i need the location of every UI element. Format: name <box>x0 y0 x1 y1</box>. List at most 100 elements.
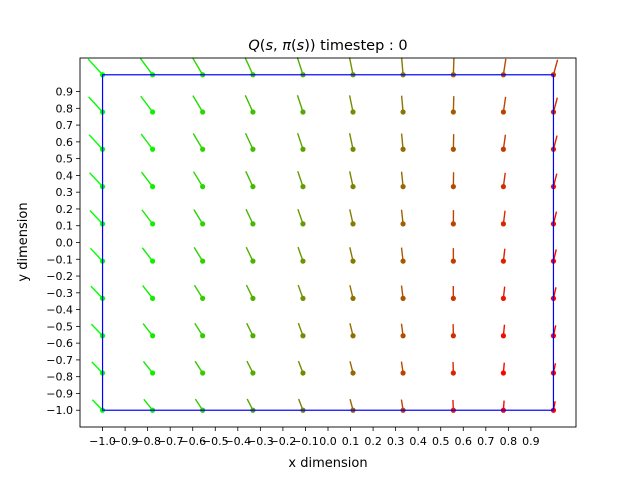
vector-head-point <box>250 370 256 376</box>
vector-head-point <box>450 333 456 339</box>
vector-head-point <box>300 295 306 301</box>
environment-boundary <box>101 74 555 411</box>
title-close: )) <box>304 38 315 54</box>
x-tick-label: −0.4 <box>224 435 251 448</box>
vector-field <box>87 57 559 413</box>
vector-head-point <box>350 221 356 227</box>
vector-arrow <box>140 95 154 113</box>
vector-arrow <box>502 58 507 75</box>
vector-arrow <box>245 171 254 187</box>
vector-head-point <box>450 109 456 115</box>
vector-arrow <box>192 95 204 113</box>
x-tick-label: 0.5 <box>432 435 450 448</box>
y-tick-label: 0.1 <box>56 220 74 233</box>
y-tick-label: −0.4 <box>46 304 73 317</box>
vector-head-point <box>149 333 156 339</box>
vector-head-point <box>300 184 306 190</box>
vector-head-point <box>400 109 406 115</box>
vector-arrow <box>192 133 204 150</box>
vector-head-point <box>400 258 406 264</box>
svg-text:Q(s, π(s)) timestep : 0: Q(s, π(s)) timestep : 0 <box>248 38 407 54</box>
x-tick-label: −0.8 <box>134 435 161 448</box>
vector-head-point <box>300 221 306 227</box>
vector-head-point <box>500 333 507 339</box>
vector-head-point <box>250 295 256 301</box>
x-axis-label: x dimension <box>288 456 367 471</box>
vector-head-point <box>300 258 306 264</box>
vector-head-point <box>400 221 406 227</box>
vector-arrow <box>348 57 354 75</box>
y-tick-label: 0.8 <box>56 102 74 115</box>
vector-arrow <box>87 58 104 76</box>
x-tick-label: 0.6 <box>455 435 473 448</box>
title-s1: s <box>265 38 273 54</box>
vector-head-point <box>200 109 206 115</box>
vector-arrow <box>348 133 354 150</box>
vector-head-point <box>500 258 507 264</box>
vector-head-point <box>200 221 206 227</box>
title-q: Q <box>248 38 259 54</box>
vector-head-point <box>149 370 156 376</box>
x-tick-label: −0.9 <box>112 435 139 448</box>
y-tick-label: −0.2 <box>46 270 73 283</box>
x-tick-label: 0.2 <box>364 435 382 448</box>
title-s2: s <box>297 38 305 54</box>
y-axis-label: y dimension <box>16 202 31 281</box>
vector-head-point <box>400 146 406 152</box>
vector-head-point <box>500 221 507 227</box>
vector-head-point <box>450 258 456 264</box>
vector-arrow <box>142 285 154 299</box>
vector-head-point <box>450 221 456 227</box>
y-tick-label: −0.8 <box>46 371 73 384</box>
title-rest: timestep : 0 <box>316 38 408 54</box>
vector-head-point <box>500 146 507 152</box>
y-tick-label: −0.6 <box>46 337 73 350</box>
x-tick-label: 0.7 <box>477 435 495 448</box>
vector-head-point <box>500 295 507 301</box>
vector-arrow <box>349 171 354 187</box>
y-tick-label: −1.0 <box>46 404 73 417</box>
x-tick-label: 0.0 <box>319 435 337 448</box>
vector-head-point <box>149 295 156 301</box>
vector-arrow <box>244 132 254 150</box>
y-tick-label: 0.3 <box>56 186 74 199</box>
vector-head-point <box>500 370 507 376</box>
vector-arrow <box>89 210 104 225</box>
vector-head-point <box>250 184 256 190</box>
vector-arrow <box>348 95 354 113</box>
y-tick-label: 0.6 <box>56 136 74 149</box>
vector-head-point <box>149 184 156 190</box>
vector-head-point <box>300 146 306 152</box>
vector-head-point <box>200 184 206 190</box>
vector-arrow <box>400 95 404 113</box>
y-tick-label: 0.5 <box>56 153 74 166</box>
vector-arrow <box>193 246 204 262</box>
vector-arrow <box>90 323 104 337</box>
vector-arrow <box>452 58 455 75</box>
vector-head-point <box>250 109 256 115</box>
vector-arrow <box>400 57 404 75</box>
vector-head-point <box>200 258 206 264</box>
vector-head-point <box>450 146 456 152</box>
vector-arrow <box>191 57 204 76</box>
y-tick-label: −0.3 <box>46 287 73 300</box>
vector-head-point <box>200 295 206 301</box>
vector-arrow <box>88 134 104 150</box>
vector-arrow <box>244 57 254 76</box>
vector-head-point <box>250 221 256 227</box>
y-tick-label: 0.7 <box>56 119 74 132</box>
y-tick-label: 0.0 <box>56 237 74 250</box>
vector-head-point <box>350 370 356 376</box>
vector-head-point <box>450 184 456 190</box>
vector-head-point <box>400 370 406 376</box>
vector-arrow <box>296 57 304 75</box>
vector-arrow <box>400 133 404 150</box>
vector-head-point <box>450 295 456 301</box>
vector-head-point <box>149 258 156 264</box>
x-tick-label: −0.5 <box>202 435 229 448</box>
y-tick-label: −0.1 <box>46 253 73 266</box>
vector-head-point <box>149 221 156 227</box>
x-tick-label: 0.8 <box>500 435 518 448</box>
x-tick-label: −0.6 <box>179 435 206 448</box>
